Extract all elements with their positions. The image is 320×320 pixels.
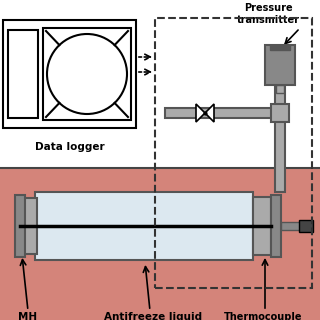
Bar bbox=[23, 198, 37, 254]
Bar bbox=[281, 222, 301, 230]
Text: Data logger: Data logger bbox=[35, 142, 104, 152]
Bar bbox=[265, 45, 295, 85]
Bar bbox=[155, 18, 312, 288]
Bar bbox=[8, 30, 38, 118]
Bar bbox=[35, 192, 253, 260]
Bar bbox=[276, 85, 284, 93]
Circle shape bbox=[47, 34, 127, 114]
Text: Pressure
transmitter: Pressure transmitter bbox=[236, 3, 300, 25]
Bar bbox=[3, 20, 136, 128]
Bar bbox=[165, 108, 275, 118]
Bar bbox=[299, 220, 313, 232]
Bar bbox=[270, 45, 290, 50]
Text: MH: MH bbox=[19, 312, 37, 320]
Bar bbox=[0, 168, 320, 320]
Bar bbox=[15, 195, 25, 257]
Text: Antifreeze liquid: Antifreeze liquid bbox=[104, 312, 202, 320]
Bar bbox=[271, 104, 289, 122]
Bar bbox=[271, 195, 281, 257]
Bar bbox=[275, 62, 285, 192]
Polygon shape bbox=[196, 104, 205, 122]
Bar bbox=[43, 28, 131, 120]
Bar bbox=[253, 197, 271, 255]
Polygon shape bbox=[205, 104, 214, 122]
Text: Thermocouple: Thermocouple bbox=[224, 312, 302, 320]
